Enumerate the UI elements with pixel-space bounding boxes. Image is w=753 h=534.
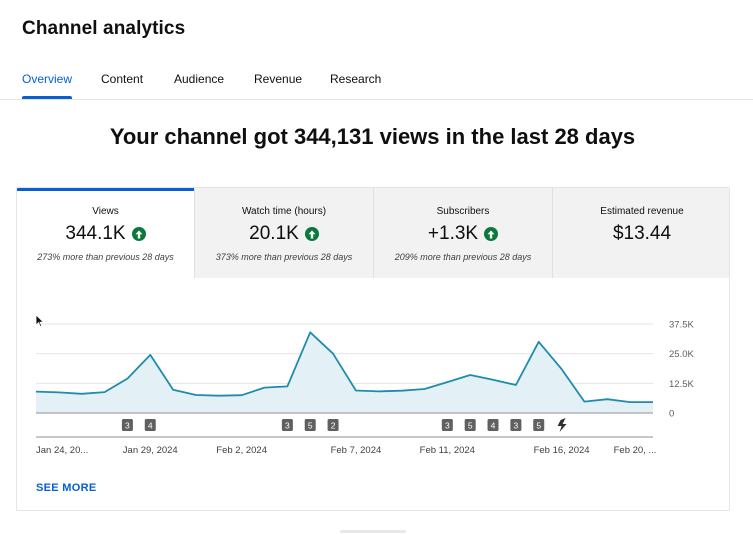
- video-count-marker[interactable]: 3: [441, 419, 453, 431]
- shorts-marker[interactable]: [557, 418, 567, 432]
- video-count-marker[interactable]: 3: [121, 419, 133, 431]
- marker-count: 3: [514, 420, 519, 430]
- marker-badge: [144, 419, 156, 431]
- metric-change: 209% more than previous 28 days: [394, 252, 532, 262]
- views-chart-svg: 37.5K 25.0K 12.5K 0 3 4 3 5 2 3 5 4 3 5 Jan 24, 20... J…: [35, 320, 694, 456]
- metric-views[interactable]: Views 344.1K 273% more than previous 28 …: [17, 188, 195, 278]
- mouse-cursor-icon: [35, 314, 45, 328]
- arrow-up-icon: [131, 227, 146, 241]
- metric-watch-time[interactable]: Watch time (hours) 20.1K 373% more than …: [195, 188, 374, 278]
- metric-estimated-revenue[interactable]: Estimated revenue $13.44: [553, 188, 729, 278]
- metric-label: Views: [92, 206, 119, 217]
- marker-badge: [464, 419, 476, 431]
- tab-overview[interactable]: Overview: [22, 72, 73, 99]
- marker-count: 3: [445, 420, 450, 430]
- arrow-up-icon: [304, 227, 319, 241]
- metric-value: 20.1K: [249, 223, 299, 244]
- marker-count: 5: [308, 420, 313, 430]
- metric-change: 373% more than previous 28 days: [215, 252, 353, 262]
- metric-label: Watch time (hours): [241, 206, 327, 217]
- marker-badge: [533, 419, 545, 431]
- marker-badge: [281, 419, 293, 431]
- video-count-marker[interactable]: 4: [144, 419, 156, 431]
- marker-count: 3: [285, 420, 290, 430]
- marker-badge: [441, 419, 453, 431]
- y-tick-label: 25.0K: [669, 349, 694, 360]
- metric-value: 344.1K: [65, 223, 126, 244]
- y-tick-label: 12.5K: [669, 379, 694, 390]
- overview-card: Views 344.1K 273% more than previous 28 …: [16, 187, 730, 511]
- tab-revenue[interactable]: Revenue: [254, 72, 303, 86]
- marker-badge: [487, 419, 499, 431]
- video-count-marker[interactable]: 5: [464, 419, 476, 431]
- x-tick-label: Feb 7, 2024: [331, 445, 382, 456]
- video-count-marker[interactable]: 3: [281, 419, 293, 431]
- metric-value: $13.44: [612, 223, 672, 244]
- marker-badge: [510, 419, 522, 431]
- x-tick-label: Feb 11, 2024: [420, 445, 475, 456]
- x-tick-label: Jan 29, 2024: [123, 445, 178, 456]
- video-count-marker[interactable]: 3: [510, 419, 522, 431]
- arrow-up-icon: [484, 227, 499, 241]
- marker-count: 2: [331, 420, 336, 430]
- views-chart: 37.5K 25.0K 12.5K 0 3 4 3 5 2 3 5 4 3 5 Jan 24, 20... J…: [17, 280, 729, 470]
- marker-count: 5: [536, 420, 541, 430]
- metric-label: Subscribers: [436, 206, 490, 217]
- page-title: Channel analytics: [22, 18, 186, 39]
- x-tick-label: Feb 2, 2024: [216, 445, 267, 456]
- video-count-marker[interactable]: 2: [327, 419, 339, 431]
- see-more-link[interactable]: SEE MORE: [36, 482, 97, 494]
- shorts-icon: [557, 418, 567, 432]
- metric-value: +1.3K: [427, 223, 479, 244]
- metric-subscribers[interactable]: Subscribers +1.3K 209% more than previou…: [374, 188, 553, 278]
- y-tick-label: 37.5K: [669, 320, 694, 331]
- video-count-marker[interactable]: 5: [304, 419, 316, 431]
- metric-change: 273% more than previous 28 days: [37, 252, 174, 262]
- marker-badge: [327, 419, 339, 431]
- views-line: [35, 331, 653, 403]
- x-tick-label: Jan 24, 20...: [36, 445, 88, 456]
- analytics-tabs: Overview Content Audience Revenue Resear…: [0, 64, 753, 100]
- x-tick-label: Feb 16, 2024: [534, 445, 590, 456]
- x-tick-label: Feb 20, ...: [614, 445, 657, 456]
- marker-count: 5: [468, 420, 473, 430]
- video-count-marker[interactable]: 5: [533, 419, 545, 431]
- y-tick-label: 0: [669, 409, 674, 420]
- marker-count: 4: [148, 420, 153, 430]
- tab-content[interactable]: Content: [101, 72, 144, 86]
- views-headline: Your channel got 344,131 views in the la…: [109, 124, 636, 149]
- tab-research[interactable]: Research: [330, 72, 382, 86]
- metric-label: Estimated revenue: [600, 206, 684, 217]
- marker-badge: [121, 419, 133, 431]
- tab-audience[interactable]: Audience: [174, 72, 225, 86]
- marker-count: 3: [125, 420, 130, 430]
- marker-badge: [304, 419, 316, 431]
- marker-count: 4: [491, 420, 496, 430]
- video-count-marker[interactable]: 4: [487, 419, 499, 431]
- scroll-hint: [340, 530, 406, 533]
- metric-tabs: Views 344.1K 273% more than previous 28 …: [17, 188, 729, 278]
